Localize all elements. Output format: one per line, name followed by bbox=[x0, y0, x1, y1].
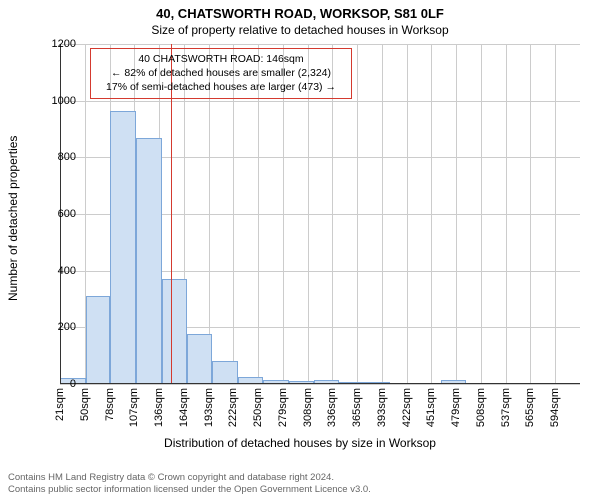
grid-line-v bbox=[530, 44, 531, 384]
x-axis-line bbox=[60, 383, 580, 384]
grid-line-v bbox=[357, 44, 358, 384]
chart-title-main: 40, CHATSWORTH ROAD, WORKSOP, S81 0LF bbox=[0, 0, 600, 21]
histogram-bar bbox=[212, 361, 238, 384]
histogram-bar bbox=[162, 279, 187, 384]
y-tick-label: 1200 bbox=[36, 38, 76, 50]
footer-attribution: Contains HM Land Registry data © Crown c… bbox=[8, 472, 371, 496]
x-tick-label: 107sqm bbox=[128, 388, 140, 427]
x-tick-label: 78sqm bbox=[104, 388, 116, 421]
histogram-bar bbox=[136, 138, 162, 385]
x-tick-label: 422sqm bbox=[401, 388, 413, 427]
x-tick-label: 336sqm bbox=[326, 388, 338, 427]
grid-line-v bbox=[407, 44, 408, 384]
x-tick-label: 279sqm bbox=[277, 388, 289, 427]
grid-line-v bbox=[431, 44, 432, 384]
x-tick-label: 50sqm bbox=[79, 388, 91, 421]
x-tick-label: 308sqm bbox=[302, 388, 314, 427]
x-tick-label: 393sqm bbox=[376, 388, 388, 427]
y-tick-label: 600 bbox=[36, 208, 76, 220]
annotation-line: 17% of semi-detached houses are larger (… bbox=[97, 80, 345, 94]
histogram-bar bbox=[187, 334, 213, 384]
x-tick-label: 479sqm bbox=[450, 388, 462, 427]
annotation-line: ← 82% of detached houses are smaller (2,… bbox=[97, 66, 345, 80]
x-tick-label: 136sqm bbox=[153, 388, 165, 427]
y-axis-label: Number of detached properties bbox=[6, 136, 20, 301]
x-tick-label: 222sqm bbox=[227, 388, 239, 427]
x-axis-label: Distribution of detached houses by size … bbox=[0, 436, 600, 450]
y-tick-label: 1000 bbox=[36, 95, 76, 107]
x-tick-label: 250sqm bbox=[252, 388, 264, 427]
x-tick-label: 193sqm bbox=[203, 388, 215, 427]
chart-title-sub: Size of property relative to detached ho… bbox=[0, 21, 600, 39]
annotation-box: 40 CHATSWORTH ROAD: 146sqm← 82% of detac… bbox=[90, 48, 352, 99]
grid-line-v bbox=[481, 44, 482, 384]
grid-line-h bbox=[60, 44, 580, 45]
grid-line-h bbox=[60, 101, 580, 102]
footer-line-1: Contains HM Land Registry data © Crown c… bbox=[8, 472, 371, 484]
y-tick-label: 200 bbox=[36, 321, 76, 333]
x-tick-label: 164sqm bbox=[178, 388, 190, 427]
x-tick-label: 565sqm bbox=[524, 388, 536, 427]
x-tick-label: 365sqm bbox=[351, 388, 363, 427]
grid-line-v bbox=[506, 44, 507, 384]
y-tick-label: 400 bbox=[36, 265, 76, 277]
grid-line-h bbox=[60, 384, 580, 385]
grid-line-v bbox=[555, 44, 556, 384]
histogram-bar bbox=[110, 111, 136, 384]
footer-line-2: Contains public sector information licen… bbox=[8, 484, 371, 496]
x-tick-label: 21sqm bbox=[54, 388, 66, 421]
x-tick-label: 594sqm bbox=[549, 388, 561, 427]
x-tick-label: 508sqm bbox=[475, 388, 487, 427]
x-tick-label: 537sqm bbox=[500, 388, 512, 427]
grid-line-v bbox=[382, 44, 383, 384]
x-tick-label: 451sqm bbox=[425, 388, 437, 427]
annotation-line: 40 CHATSWORTH ROAD: 146sqm bbox=[97, 52, 345, 66]
y-tick-label: 800 bbox=[36, 151, 76, 163]
histogram-bar bbox=[86, 296, 111, 384]
grid-line-v bbox=[456, 44, 457, 384]
